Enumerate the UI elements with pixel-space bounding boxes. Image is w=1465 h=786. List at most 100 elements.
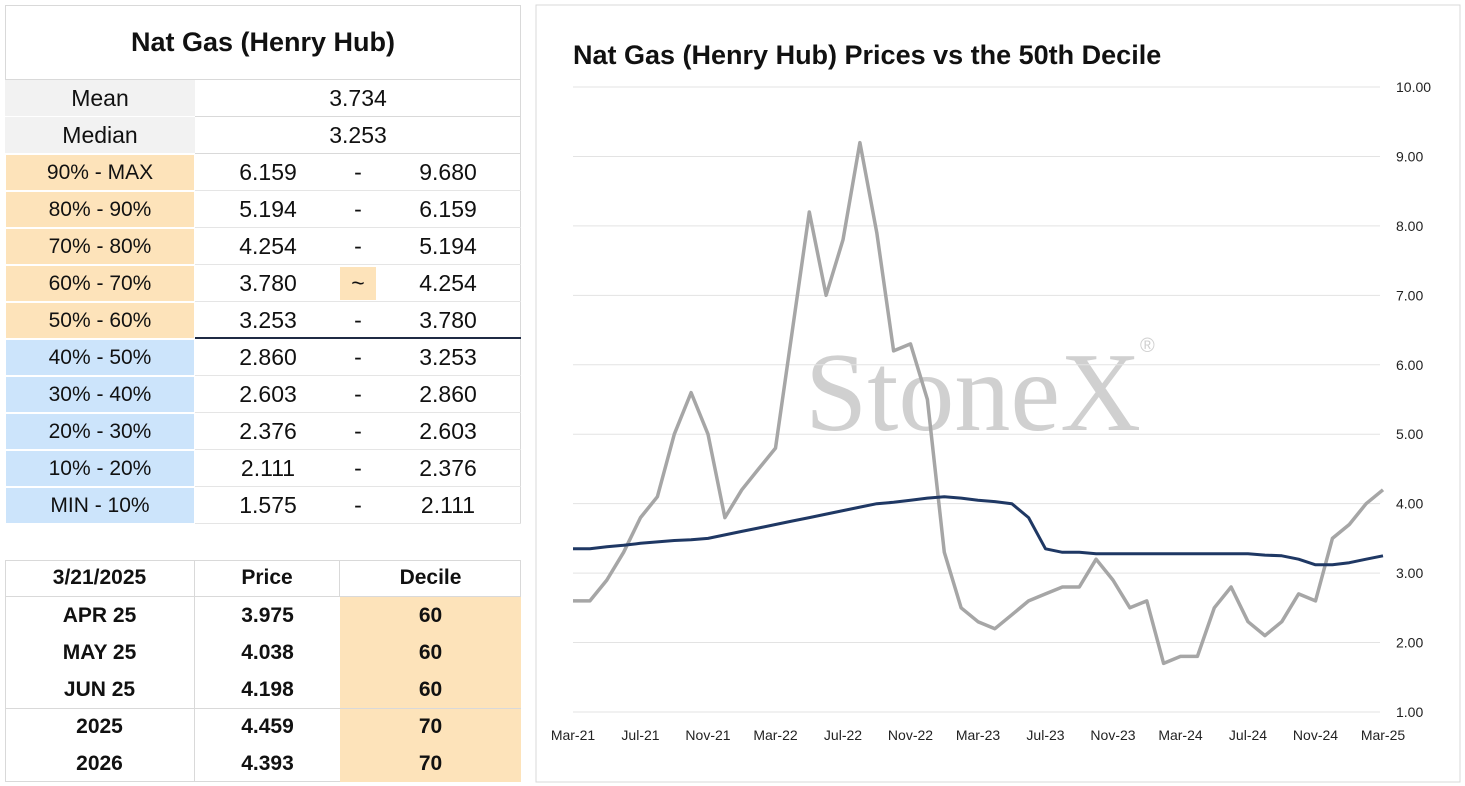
x-tick-label: Nov-21 xyxy=(685,727,730,743)
decile-low: 6.159 xyxy=(239,159,297,185)
decile-cell: 70 xyxy=(340,708,521,745)
decile-sep: - xyxy=(354,307,362,333)
price-cell: 2026 xyxy=(5,745,195,782)
decile-sep: - xyxy=(354,492,362,518)
y-tick-label: 3.00 xyxy=(1396,565,1423,581)
decile-sep: - xyxy=(354,159,362,185)
y-tick-label: 6.00 xyxy=(1396,357,1423,373)
decile-high: 6.159 xyxy=(419,196,477,222)
x-tick-label: Mar-22 xyxy=(753,727,798,743)
decile-low: 3.780 xyxy=(239,270,297,296)
decile-high: 3.253 xyxy=(419,344,477,370)
decile-low: 1.575 xyxy=(239,492,297,518)
decile-low: 4.254 xyxy=(239,233,297,259)
x-tick-label: Jul-23 xyxy=(1026,727,1064,743)
decile-high: 2.603 xyxy=(419,418,477,444)
y-tick-label: 5.00 xyxy=(1396,426,1423,442)
decile-sep: - xyxy=(354,455,362,481)
decile-label: 30% - 40% xyxy=(5,376,195,413)
decile-label: 60% - 70% xyxy=(5,265,195,302)
row-line xyxy=(195,413,521,450)
decile-high: 2.376 xyxy=(419,455,477,481)
decile-cell: 60 xyxy=(340,671,521,708)
header-cell: Price xyxy=(195,560,340,597)
x-tick-label: Jul-21 xyxy=(621,727,659,743)
x-tick-label: Mar-21 xyxy=(551,727,596,743)
price-cell: APR 25 xyxy=(5,597,195,634)
decile-label: 20% - 30% xyxy=(5,413,195,450)
row-line xyxy=(195,228,521,265)
decile-low: 2.111 xyxy=(240,455,296,481)
series-line xyxy=(573,140,1385,666)
decile-sep: - xyxy=(354,418,362,444)
price-cell: JUN 25 xyxy=(5,671,195,708)
stat-value: 3.253 xyxy=(195,117,521,154)
decile-high: 2.860 xyxy=(419,381,477,407)
decile-sep: - xyxy=(354,381,362,407)
decile-low: 2.860 xyxy=(239,344,297,370)
decile-sep: ~ xyxy=(340,267,376,300)
price-cell: 4.459 xyxy=(195,708,340,745)
decile-sep: - xyxy=(354,196,362,222)
decile-label: 40% - 50% xyxy=(5,339,195,376)
decile-high: 2.111 xyxy=(420,492,476,518)
decile-label: MIN - 10% xyxy=(5,487,195,524)
chart-title: Nat Gas (Henry Hub) Prices vs the 50th D… xyxy=(573,40,1161,70)
x-tick-label: Nov-23 xyxy=(1090,727,1135,743)
price-cell: MAY 25 xyxy=(5,634,195,671)
row-line xyxy=(195,265,521,302)
y-tick-label: 1.00 xyxy=(1396,704,1423,720)
stat-label: Mean xyxy=(5,80,195,117)
decile-high: 3.780 xyxy=(419,307,477,333)
decile-label: 90% - MAX xyxy=(5,154,195,191)
y-tick-label: 9.00 xyxy=(1396,148,1423,164)
price-cell: 2025 xyxy=(5,708,195,745)
x-tick-label: Mar-24 xyxy=(1158,727,1203,743)
series-line xyxy=(573,495,1384,567)
decile-high: 9.680 xyxy=(419,159,477,185)
x-tick-label: Mar-23 xyxy=(956,727,1001,743)
decile-sep: - xyxy=(354,344,362,370)
row-line xyxy=(195,191,521,228)
price-cell: 3.975 xyxy=(241,603,294,627)
header-cell: 3/21/2025 xyxy=(5,560,195,597)
x-tick-label: Mar-25 xyxy=(1361,727,1406,743)
decile-low: 2.603 xyxy=(239,381,297,407)
decile-high: 4.254 xyxy=(419,270,477,296)
decile-high: 5.194 xyxy=(419,233,477,259)
decile-label: 50% - 60% xyxy=(5,302,195,339)
table-title: Nat Gas (Henry Hub) xyxy=(5,5,521,80)
price-cell: 4.038 xyxy=(241,640,294,664)
row-line xyxy=(195,154,521,191)
price-cell: 4.393 xyxy=(241,751,294,775)
decile-cell: 60 xyxy=(340,597,521,634)
stat-label: Median xyxy=(5,117,195,154)
decile-low: 2.376 xyxy=(239,418,297,444)
y-tick-label: 7.00 xyxy=(1396,287,1423,303)
row-line xyxy=(195,450,521,487)
row-line xyxy=(195,302,521,339)
watermark: StoneX xyxy=(805,331,1141,455)
decile-cell: 60 xyxy=(340,634,521,671)
stat-value: 3.734 xyxy=(195,80,521,117)
x-tick-label: Nov-24 xyxy=(1293,727,1338,743)
decile-low: 3.253 xyxy=(239,307,297,333)
row-line xyxy=(195,376,521,413)
y-tick-label: 4.00 xyxy=(1396,496,1423,512)
y-tick-label: 8.00 xyxy=(1396,218,1423,234)
decile-label: 80% - 90% xyxy=(5,191,195,228)
decile-sep: - xyxy=(354,233,362,259)
x-tick-label: Jul-24 xyxy=(1229,727,1267,743)
header-cell: Decile xyxy=(340,560,521,597)
x-tick-label: Jul-22 xyxy=(824,727,862,743)
row-line xyxy=(195,339,521,376)
row-line xyxy=(195,487,521,524)
watermark-mark: ® xyxy=(1140,335,1155,357)
price-cell: 4.198 xyxy=(241,677,294,701)
decile-label: 70% - 80% xyxy=(5,228,195,265)
chart-frame xyxy=(535,4,1461,783)
y-tick-label: 2.00 xyxy=(1396,635,1423,651)
x-tick-label: Nov-22 xyxy=(888,727,933,743)
